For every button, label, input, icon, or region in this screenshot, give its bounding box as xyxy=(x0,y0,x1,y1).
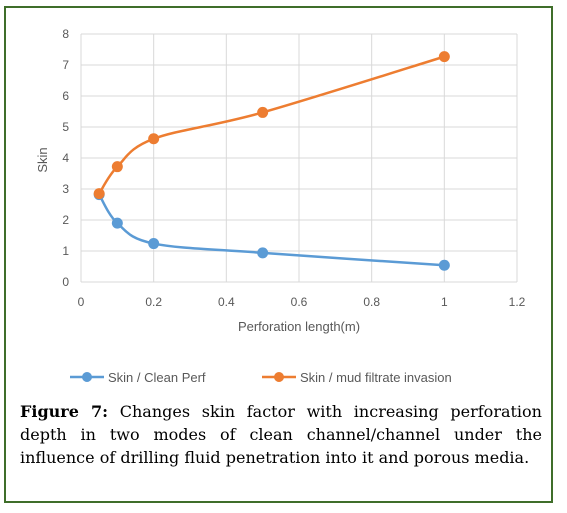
figure-caption: Figure 7: Changes skin factor with incre… xyxy=(20,400,542,469)
y-tick-label: 5 xyxy=(62,120,69,134)
x-tick-label: 1 xyxy=(441,295,448,309)
caption-label: Figure 7: xyxy=(20,402,109,421)
y-tick-label: 7 xyxy=(62,58,69,72)
x-tick-label: 1.2 xyxy=(509,295,526,309)
y-tick-label: 2 xyxy=(62,213,69,227)
x-tick-label: 0.4 xyxy=(218,295,235,309)
y-axis-title: Skin xyxy=(35,147,50,172)
data-point xyxy=(148,133,160,145)
x-axis-title: Perforation length(m) xyxy=(238,319,360,334)
data-point xyxy=(148,238,160,250)
x-tick-label: 0.6 xyxy=(291,295,308,309)
line-chart: 0 1 2 3 4 5 6 7 8 0 0.2 0.4 0.6 0.8 1 1.2 Perforation le… xyxy=(35,27,526,385)
y-tick-label: 3 xyxy=(62,182,69,196)
legend-marker xyxy=(274,372,284,382)
legend-marker xyxy=(82,372,92,382)
data-point xyxy=(257,106,269,118)
legend-label: Skin / mud filtrate invasion xyxy=(300,370,452,385)
y-tick-label: 0 xyxy=(62,275,69,289)
data-point xyxy=(111,161,123,173)
data-point xyxy=(438,51,450,63)
x-tick-label: 0.2 xyxy=(145,295,162,309)
y-tick-label: 4 xyxy=(62,151,69,165)
series-line-1 xyxy=(98,193,445,267)
legend-label: Skin / Clean Perf xyxy=(108,370,206,385)
caption-text: Changes skin factor with increasing perf… xyxy=(20,402,542,467)
data-point xyxy=(257,247,269,259)
data-point xyxy=(111,217,123,229)
y-tick-label: 6 xyxy=(62,89,69,103)
data-point xyxy=(93,188,105,200)
y-tick-label: 8 xyxy=(62,27,69,41)
y-tick-label: 1 xyxy=(62,244,69,258)
x-tick-label: 0.8 xyxy=(363,295,380,309)
x-tick-label: 0 xyxy=(78,295,85,309)
data-point xyxy=(438,259,450,271)
series-line-2 xyxy=(98,55,445,195)
